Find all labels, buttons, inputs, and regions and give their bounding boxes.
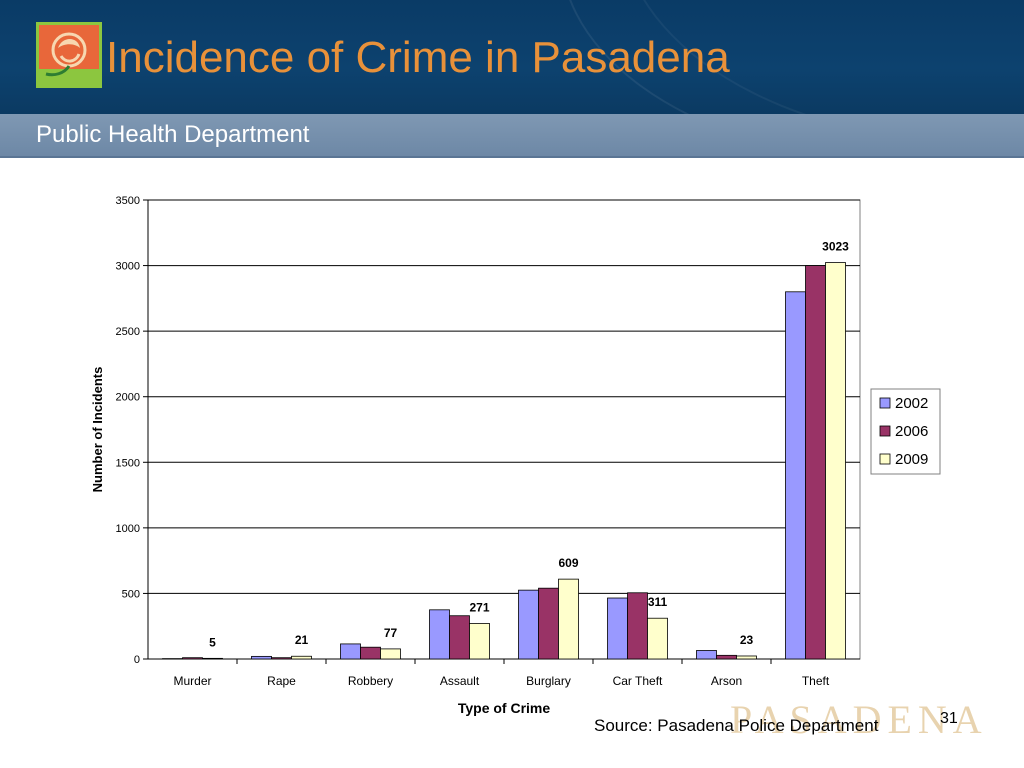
legend-label: 2009 xyxy=(895,451,928,468)
y-tick-label: 2500 xyxy=(116,326,140,338)
y-tick-label: 3000 xyxy=(116,261,140,273)
plot-area xyxy=(147,199,861,660)
bar-2006 xyxy=(449,615,470,660)
data-label: 311 xyxy=(648,595,668,609)
y-tick-label: 500 xyxy=(122,588,140,600)
data-label: 77 xyxy=(384,626,398,640)
legend-swatch xyxy=(879,425,891,437)
legend-label: 2006 xyxy=(895,423,928,440)
bar-2006 xyxy=(805,265,826,660)
bar-2002 xyxy=(251,655,272,660)
y-tick-label: 1500 xyxy=(116,457,140,469)
data-label: 23 xyxy=(740,633,754,647)
bar-2009 xyxy=(202,657,223,660)
bar-2009 xyxy=(380,648,401,660)
slide-header xyxy=(0,0,1024,114)
x-tick-label: Car Theft xyxy=(613,674,663,688)
x-tick-label: Murder xyxy=(173,674,211,688)
page-title: Incidence of Crime in Pasadena xyxy=(106,33,730,82)
source-note: Source: Pasadena Police Department xyxy=(594,716,879,735)
x-tick-label: Theft xyxy=(802,674,830,688)
data-label: 609 xyxy=(558,556,578,570)
y-tick-label: 2000 xyxy=(116,392,140,404)
page-number: 31 xyxy=(940,710,958,727)
bar-2002 xyxy=(429,609,450,660)
legend-swatch xyxy=(879,397,891,409)
bar-2006 xyxy=(538,587,559,660)
bar-2009 xyxy=(736,655,757,660)
bar-2009 xyxy=(647,617,668,660)
bar-2006 xyxy=(716,654,737,660)
bar-2009 xyxy=(825,262,846,660)
subtitle-bar xyxy=(0,114,1024,158)
pasadena-watermark: PASADENA xyxy=(730,697,988,742)
bar-2002 xyxy=(696,650,717,660)
y-tick-label: 1000 xyxy=(116,523,140,535)
y-axis-title: Number of Incidents xyxy=(90,367,105,493)
y-tick-label: 0 xyxy=(134,654,140,666)
bar-2002 xyxy=(340,643,361,660)
x-tick-label: Assault xyxy=(440,674,480,688)
bar-2009 xyxy=(558,578,579,660)
data-label: 5 xyxy=(209,635,216,649)
x-axis-title: Type of Crime xyxy=(458,700,551,716)
bar-2009 xyxy=(469,623,490,660)
legend-label: 2002 xyxy=(895,395,928,412)
bar-2006 xyxy=(360,646,381,660)
y-tick-label: 3500 xyxy=(116,195,140,207)
bar-2006 xyxy=(627,592,648,660)
bar-2006 xyxy=(182,657,203,660)
bar-2002 xyxy=(162,658,183,660)
x-tick-label: Robbery xyxy=(348,674,393,688)
x-tick-label: Burglary xyxy=(526,674,571,688)
data-label: 3023 xyxy=(822,240,849,254)
page-subtitle: Public Health Department xyxy=(36,121,310,148)
bar-2009 xyxy=(291,655,312,660)
bar-2002 xyxy=(607,597,628,660)
bar-2002 xyxy=(518,589,539,660)
bar-2006 xyxy=(271,657,292,660)
x-tick-label: Rape xyxy=(267,674,296,688)
x-tick-label: Arson xyxy=(711,674,742,688)
data-label: 21 xyxy=(295,633,309,647)
legend-swatch xyxy=(879,453,891,465)
rose-logo-icon xyxy=(36,22,102,88)
data-label: 271 xyxy=(469,600,489,614)
bar-2002 xyxy=(785,291,806,660)
